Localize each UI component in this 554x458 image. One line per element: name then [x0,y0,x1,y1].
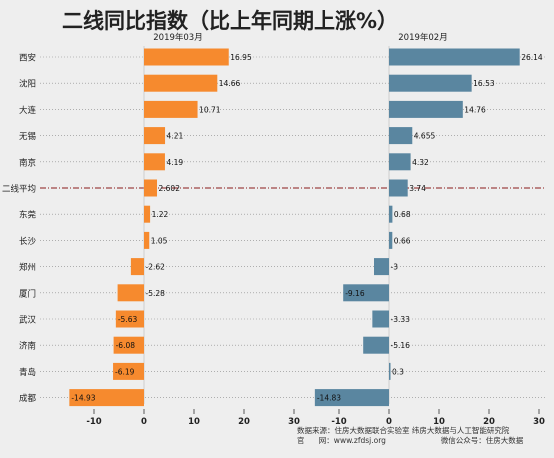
x-tick-label-left: 20 [238,417,250,427]
bar-right [389,231,393,249]
value-label-right: 4.32 [412,158,429,167]
value-label-left: 4.21 [167,132,184,141]
source-line-1: 数据来源：住房大数据联合实验室 纬房大数据与人工智能研究院 [297,425,510,435]
value-label-left: 10.71 [199,105,221,114]
value-label-left: 2.602 [159,184,181,193]
category-label: 青岛 [19,367,36,378]
value-label-left: -2.62 [146,263,166,272]
bar-right [343,284,389,302]
category-label: 武汉 [19,315,37,326]
category-label: 东莞 [19,210,37,221]
panel-title-left: 2019年03月 [153,32,202,43]
value-label-left: 16.95 [230,53,252,62]
panel-title-right: 2019年02月 [398,32,447,43]
value-label-right: -5.16 [391,341,411,350]
value-label-left: -6.08 [116,341,136,350]
x-tick-label-right: 30 [533,417,545,427]
x-tick-label-left: -10 [86,417,101,427]
value-label-left: -5.28 [146,289,166,298]
bar-left [117,284,144,302]
value-label-left: -5.63 [118,315,138,324]
bar-right [389,205,393,223]
value-label-right: 26.14 [521,53,543,62]
value-label-right: -9.16 [345,289,365,298]
x-tick-label-right: -10 [331,417,346,427]
value-label-right: -14.83 [317,394,341,403]
value-label-left: 1.05 [151,236,168,245]
category-label: 沈阳 [19,79,36,90]
category-label: 无锡 [19,132,37,142]
bar-right [314,389,389,407]
category-label: 郑州 [19,262,36,273]
bar-right [389,362,391,380]
bar-left [113,336,144,354]
bar-left [144,100,198,118]
bar-right [372,310,389,328]
bar-left [113,362,144,380]
value-label-right: 0.68 [394,210,411,219]
bar-right [389,74,472,92]
value-label-right: -3.33 [391,315,411,324]
bar-left [144,179,158,197]
bar-right [389,48,520,66]
value-label-left: 14.66 [219,79,241,88]
category-label: 济南 [19,341,36,352]
category-label: 成都 [19,393,37,404]
bar-left [144,74,218,92]
bar-right [363,336,389,354]
bar-left [144,48,229,66]
bar-left [130,258,144,276]
bar-left [144,231,150,249]
value-label-right: 3.74 [409,184,426,193]
category-label: 长沙 [19,236,37,247]
bar-left [144,127,166,145]
category-label: 西安 [19,53,36,64]
bar-left [115,310,144,328]
value-label-left: -14.93 [71,394,95,403]
category-label: 南京 [19,157,36,168]
bar-left [69,389,144,407]
x-tick-label-left: 10 [188,417,200,427]
bar-right [389,179,408,197]
value-label-left: -6.19 [115,367,135,376]
x-tick-label-right: 20 [483,417,495,427]
bar-left [144,205,151,223]
category-label: 厦门 [19,288,36,299]
bar-left [144,153,165,171]
value-label-right: -3 [391,263,399,272]
x-tick-label-left: 30 [288,417,300,427]
bar-right [389,153,411,171]
x-tick-label-left: 0 [141,417,147,427]
value-label-right: 4.655 [414,132,436,141]
chart-title: 二线同比指数（比上年同期上涨%） [62,9,398,33]
bar-right [374,258,389,276]
bar-right [389,127,413,145]
source-line-2: 官 网：www.zfdsj.org 微信公众号：住房大数据 [297,435,524,445]
value-label-right: 0.66 [394,236,411,245]
value-label-right: 14.76 [464,105,486,114]
value-label-right: 16.53 [473,79,495,88]
bar-right [389,100,463,118]
x-tick-label-right: 10 [433,417,445,427]
category-label: 二线平均 [2,184,36,195]
value-label-right: 0.3 [392,367,404,376]
value-label-left: 1.22 [152,210,169,219]
value-label-left: 4.19 [166,158,183,167]
x-tick-label-right: 0 [386,417,392,427]
category-label: 大连 [19,105,37,116]
